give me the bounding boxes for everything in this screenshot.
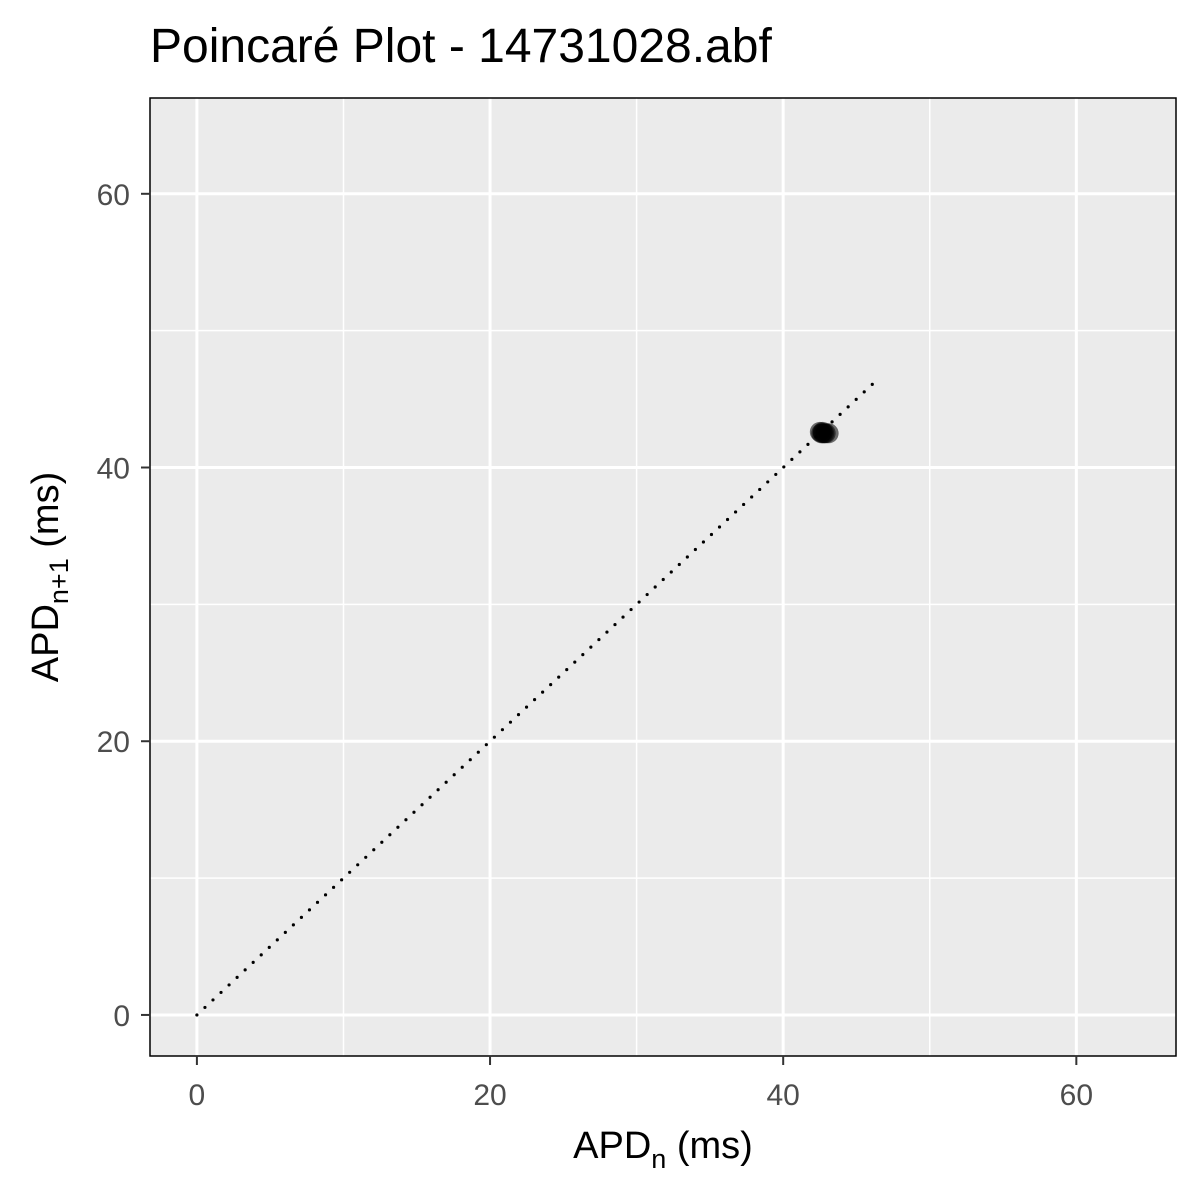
x-axis-title-base: APD bbox=[573, 1125, 651, 1167]
x-axis-title-unit: (ms) bbox=[666, 1125, 753, 1167]
y-tick-label: 60 bbox=[97, 179, 130, 212]
y-axis-title-subscript: n+1 bbox=[44, 558, 74, 604]
identity-line bbox=[195, 376, 881, 1017]
plot-panel bbox=[150, 98, 1176, 1056]
y-tick-label: 40 bbox=[97, 453, 130, 486]
grid-layer bbox=[150, 98, 1176, 1056]
y-tick-label: 20 bbox=[97, 726, 130, 759]
identity-line-layer bbox=[195, 376, 881, 1017]
x-tick-label: 20 bbox=[473, 1079, 506, 1112]
y-tick-label: 0 bbox=[113, 1000, 130, 1033]
y-axis-title-base: APD bbox=[25, 604, 67, 682]
y-axis-title: APDn+1 (ms) bbox=[25, 472, 74, 682]
x-tick-label: 60 bbox=[1060, 1079, 1093, 1112]
y-axis-title-unit: (ms) bbox=[25, 472, 67, 559]
chart-title: Poincaré Plot - 14731028.abf bbox=[150, 20, 772, 73]
points-layer bbox=[809, 421, 839, 444]
data-point bbox=[812, 421, 833, 442]
x-tick-label: 40 bbox=[767, 1079, 800, 1112]
x-tick-label: 0 bbox=[189, 1079, 206, 1112]
x-axis-title: APDn (ms) bbox=[573, 1125, 753, 1174]
plot-panel-border bbox=[149, 97, 1177, 1057]
x-axis-title-subscript: n bbox=[651, 1144, 666, 1174]
ticks-layer: 0 20 40 60 0 20 40 60 bbox=[97, 179, 1093, 1112]
